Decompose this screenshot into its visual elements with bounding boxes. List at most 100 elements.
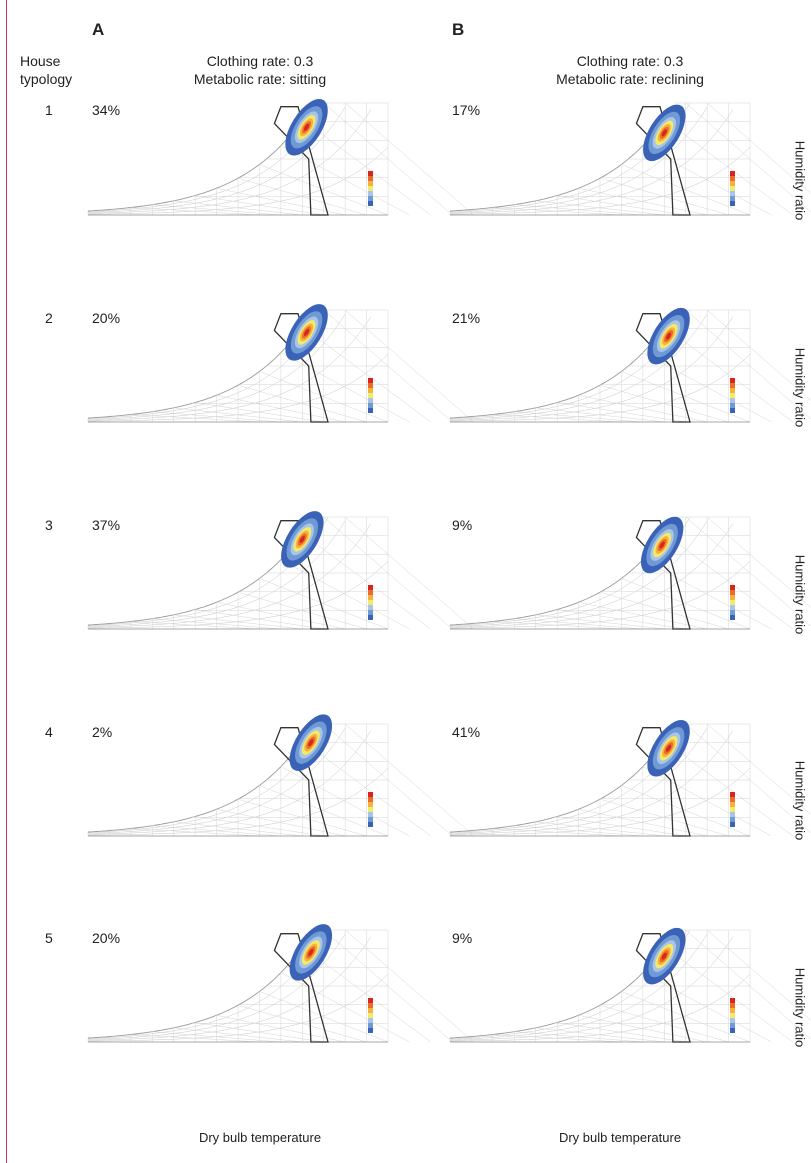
enthalpy-line bbox=[130, 1034, 260, 1043]
enthalpy-line bbox=[621, 164, 751, 216]
rh-curve bbox=[449, 316, 734, 421]
row-header-line2: typology bbox=[20, 71, 73, 87]
legend-swatch bbox=[730, 1023, 735, 1028]
y-axis-label: Humidity ratio bbox=[792, 347, 808, 428]
psychrometric-chart bbox=[449, 719, 811, 837]
enthalpy-line bbox=[514, 825, 643, 837]
legend-swatch bbox=[730, 585, 735, 590]
enthalpy-line bbox=[259, 578, 389, 630]
enthalpy-line bbox=[280, 559, 410, 630]
enthalpy-line bbox=[173, 407, 303, 423]
psychrometric-chart bbox=[87, 924, 474, 1043]
enthalpy-line bbox=[237, 592, 367, 630]
frame-line bbox=[6, 0, 7, 1163]
enthalpy-line bbox=[492, 828, 622, 837]
psychrometric-chart bbox=[87, 304, 474, 423]
enthalpy-line bbox=[557, 609, 686, 630]
legend-swatch bbox=[730, 802, 735, 807]
enthalpy-line bbox=[535, 200, 665, 216]
legend-swatch bbox=[368, 191, 373, 196]
percent-label: 20% bbox=[92, 930, 121, 946]
enthalpy-line bbox=[130, 828, 260, 837]
legend-swatch bbox=[368, 1013, 373, 1018]
rh-curve bbox=[87, 936, 372, 1041]
enthalpy-line bbox=[514, 618, 643, 630]
x-axis-label: Dry bulb temperature bbox=[198, 1130, 322, 1145]
enthalpy-line bbox=[664, 946, 793, 1043]
enthalpy-line bbox=[216, 395, 346, 423]
enthalpy-line bbox=[195, 816, 324, 837]
legend-swatch bbox=[730, 1013, 735, 1018]
legend-swatch bbox=[368, 393, 373, 398]
rh-curve bbox=[87, 523, 372, 628]
enthalpy-line bbox=[706, 516, 811, 608]
enthalpy-line bbox=[280, 145, 410, 216]
enthalpy-line bbox=[344, 929, 474, 1043]
legend-swatch bbox=[730, 186, 735, 191]
y-axis-label: Humidity ratio bbox=[792, 554, 808, 635]
comfort-zone-polygon bbox=[635, 933, 691, 1043]
enthalpy-line bbox=[216, 1015, 346, 1043]
saturation-curve bbox=[449, 933, 674, 1039]
enthalpy-line bbox=[216, 809, 346, 837]
saturation-curve bbox=[87, 520, 312, 626]
legend-swatch bbox=[730, 393, 735, 398]
rh-curve bbox=[449, 730, 734, 835]
enthalpy-line bbox=[557, 1022, 686, 1043]
enthalpy-line bbox=[323, 516, 453, 630]
enthalpy-line bbox=[280, 352, 410, 423]
enthalpy-line bbox=[514, 411, 643, 423]
psychrometric-chart bbox=[449, 516, 811, 630]
psychrometric-chart bbox=[449, 927, 811, 1043]
enthalpy-line bbox=[535, 614, 665, 630]
rh-curve bbox=[87, 310, 329, 420]
panel-letter-a: A bbox=[92, 20, 105, 39]
legend-swatch bbox=[730, 807, 735, 812]
enthalpy-line bbox=[130, 621, 260, 630]
heat-cell bbox=[303, 328, 310, 336]
legend-swatch bbox=[730, 191, 735, 196]
legend-swatch bbox=[730, 398, 735, 403]
enthalpy-line bbox=[599, 592, 729, 630]
legend-swatch bbox=[368, 600, 373, 605]
enthalpy-line bbox=[195, 1022, 324, 1043]
enthalpy-line bbox=[259, 785, 389, 837]
enthalpy-line bbox=[237, 1005, 367, 1043]
legend-swatch bbox=[368, 812, 373, 817]
legend-swatch bbox=[368, 408, 373, 413]
heat-cell bbox=[299, 535, 305, 543]
enthalpy-line bbox=[237, 799, 367, 837]
legend-swatch bbox=[368, 797, 373, 802]
percent-label: 2% bbox=[92, 724, 113, 740]
heat-cell bbox=[303, 123, 310, 131]
row-number: 3 bbox=[45, 517, 53, 533]
legend-swatch bbox=[730, 615, 735, 620]
enthalpy-line bbox=[302, 946, 431, 1043]
enthalpy-line bbox=[173, 614, 303, 630]
enthalpy-line bbox=[195, 609, 324, 630]
enthalpy-line bbox=[599, 385, 729, 423]
psychrometric-chart bbox=[87, 714, 474, 837]
heat-cell bbox=[308, 948, 314, 956]
row-number: 1 bbox=[45, 102, 53, 118]
enthalpy-line bbox=[599, 1005, 729, 1043]
enthalpy-line bbox=[130, 414, 260, 423]
saturation-curve bbox=[449, 313, 674, 419]
enthalpy-line bbox=[557, 402, 686, 423]
rh-curve bbox=[87, 316, 372, 421]
row-header-line1: House bbox=[20, 53, 61, 69]
comfort-zone-polygon bbox=[635, 313, 691, 423]
legend-swatch bbox=[730, 181, 735, 186]
enthalpy-line bbox=[280, 972, 410, 1043]
enthalpy-line bbox=[280, 766, 410, 837]
legend-swatch bbox=[368, 1018, 373, 1023]
legend-swatch bbox=[730, 403, 735, 408]
legend-swatch bbox=[730, 383, 735, 388]
y-axis-label: Humidity ratio bbox=[792, 140, 808, 221]
enthalpy-line bbox=[535, 821, 665, 837]
enthalpy-line bbox=[535, 1027, 665, 1043]
panel-letter-b: B bbox=[452, 20, 465, 39]
rh-curve bbox=[449, 936, 734, 1041]
legend-swatch bbox=[730, 792, 735, 797]
heat-cell bbox=[665, 332, 672, 340]
